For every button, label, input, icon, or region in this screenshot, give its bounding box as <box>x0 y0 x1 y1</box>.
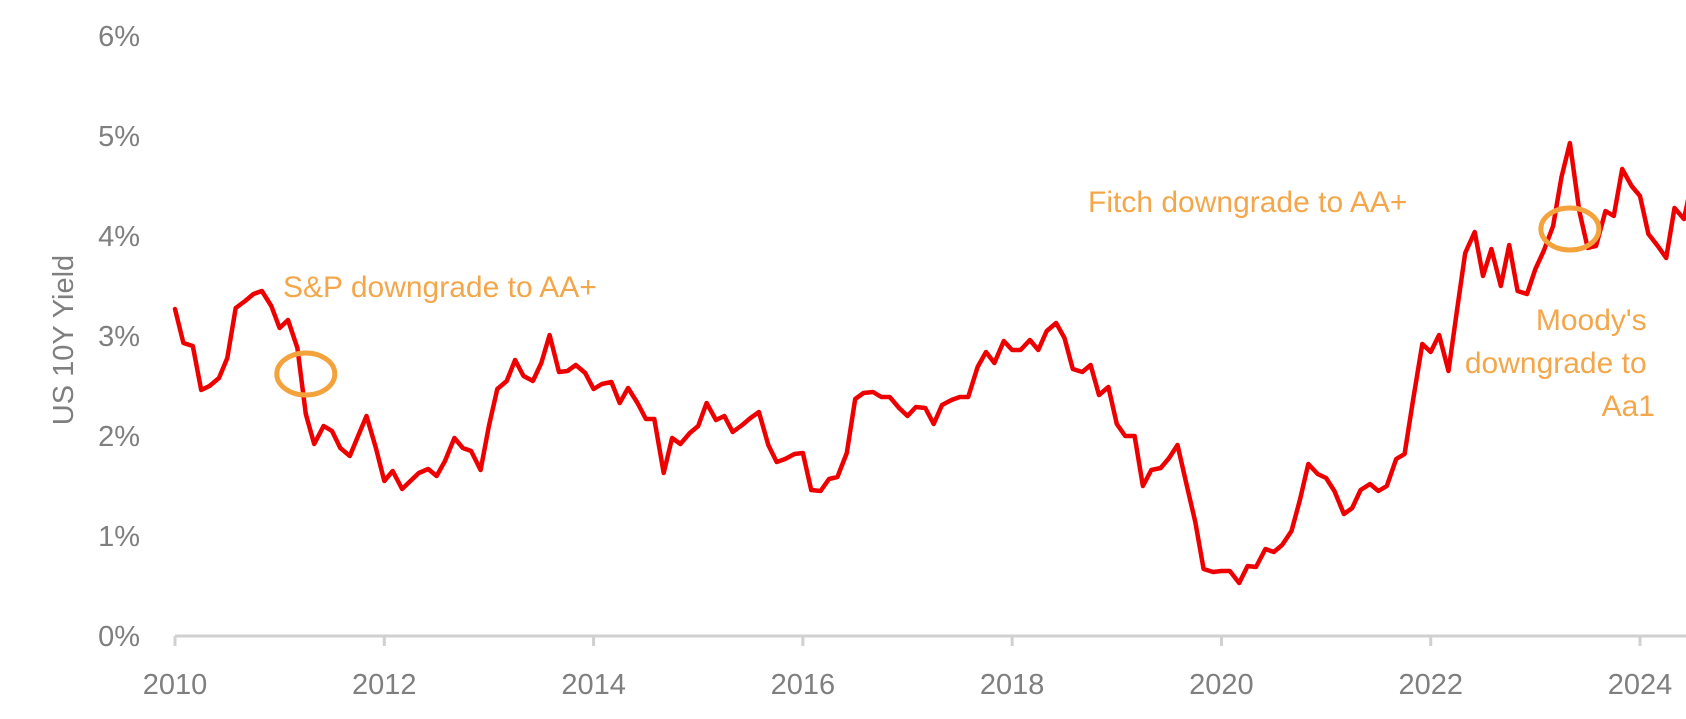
x-tick-label: 2014 <box>561 669 626 701</box>
fitch-downgrade-marker <box>1538 205 1602 253</box>
x-tick-label: 2022 <box>1398 669 1463 701</box>
y-tick-label: 6% <box>98 21 140 53</box>
annotation-moodys-line-3: Aa1 <box>1602 390 1655 423</box>
annotation-circles <box>274 205 1602 398</box>
annotation-moodys-downgrade: Moody's downgrade to Aa1 <box>1465 304 1655 423</box>
x-tick-label: 2016 <box>771 669 836 701</box>
y-tick-label: 2% <box>98 421 140 453</box>
annotation-moodys-line-2: downgrade to <box>1465 347 1647 380</box>
y-axis-label: US 10Y Yield <box>48 255 80 425</box>
x-tick-label: 2010 <box>143 669 208 701</box>
x-tick-label: 2020 <box>1189 669 1254 701</box>
annotation-sp-downgrade: S&P downgrade to AA+ <box>283 271 597 304</box>
y-tick-label: 5% <box>98 121 140 153</box>
y-tick-label: 3% <box>98 321 140 353</box>
x-axis-tick-marks <box>173 636 1642 646</box>
sp-downgrade-marker <box>274 350 338 398</box>
series-us-10y-yield-line <box>172 140 1686 586</box>
annotation-fitch-downgrade: Fitch downgrade to AA+ <box>1088 186 1407 219</box>
y-tick-label: 4% <box>98 221 140 253</box>
y-axis-ticks: 0% 1% 2% 3% 4% 5% 6% <box>98 21 140 653</box>
y-tick-label: 1% <box>98 521 140 553</box>
annotation-moodys-line-1: Moody's <box>1536 304 1647 337</box>
x-tick-label: 2012 <box>352 669 417 701</box>
x-axis-ticks: 2010 2012 2014 2016 2018 2020 2022 2024 <box>143 669 1673 701</box>
x-tick-label: 2018 <box>980 669 1045 701</box>
x-tick-label: 2024 <box>1608 669 1673 701</box>
y-tick-label: 0% <box>98 621 140 653</box>
